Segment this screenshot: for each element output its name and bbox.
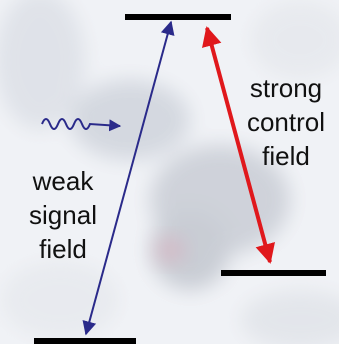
control-label-line: strong [250,73,322,103]
control-label-line: field [262,141,310,171]
signal-label-line: field [39,234,87,264]
page: {"control_label": {"lines": ["strong", "… [0,0,339,344]
signal-label-line: signal [29,200,97,230]
control-label-line: control [247,107,325,137]
diagram: strong control field weak signal field [0,0,339,344]
signal-label-line: weak [32,166,95,196]
